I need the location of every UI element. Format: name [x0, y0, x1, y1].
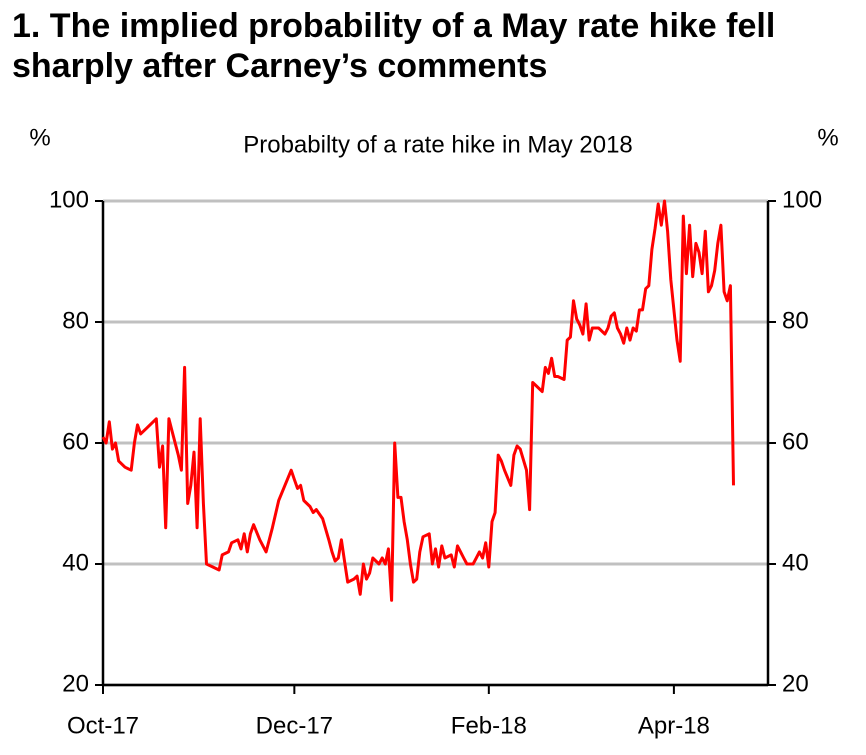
- x-tick-label: Dec-17: [256, 712, 333, 739]
- y2-tick-label: 40: [782, 549, 809, 576]
- y-tick-label: 60: [62, 428, 89, 455]
- data-line: [101, 199, 735, 602]
- x-tick-label: Oct-17: [67, 712, 139, 739]
- chart-subtitle: Probabilty of a rate hike in May 2018: [243, 131, 633, 158]
- y-tick-label: 80: [62, 307, 89, 334]
- chart-title: 1. The implied probability of a May rate…: [12, 7, 776, 85]
- y-tick-label: 40: [62, 549, 89, 576]
- x-tick-label: Feb-18: [451, 712, 527, 739]
- y2-tick-label: 100: [782, 186, 822, 213]
- y-tick-label: 20: [62, 670, 89, 697]
- y-tick-label: 100: [49, 186, 89, 213]
- y2-axis-label: %: [817, 124, 838, 151]
- x-tick-label: Apr-18: [638, 712, 710, 739]
- y2-tick-label: 20: [782, 670, 809, 697]
- y2-tick-label: 60: [782, 428, 809, 455]
- y2-tick-label: 80: [782, 307, 809, 334]
- y-axis-label: %: [29, 124, 50, 151]
